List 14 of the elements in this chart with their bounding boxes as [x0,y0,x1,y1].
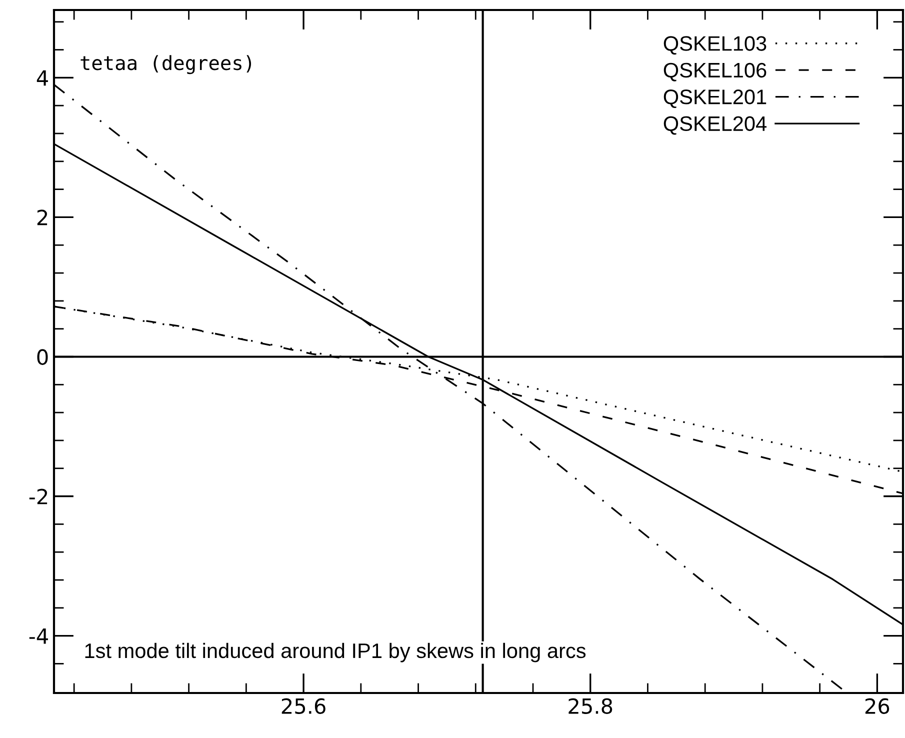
x-tick-label: 26 [865,698,890,714]
legend-label: QSKEL106 [664,62,766,82]
y-axis-title: tetaa (degrees) [80,55,252,74]
y-tick-label: -2 [29,488,48,504]
legend-label: QSKEL201 [664,90,766,108]
y-tick-label: 0 [37,349,48,365]
legend-label: QSKEL103 [664,36,766,55]
annotation: 1st mode tilt induced around IP1 by skews in long arcs [85,642,586,662]
y-tick-label: -4 [29,628,48,644]
x-tick-label: 25.8 [568,698,612,714]
legend-label: QSKEL204 [664,116,767,135]
x-tick-label: 25.6 [282,698,326,714]
y-tick-label: 4 [36,70,48,86]
y-tick-label: 2 [37,210,48,226]
